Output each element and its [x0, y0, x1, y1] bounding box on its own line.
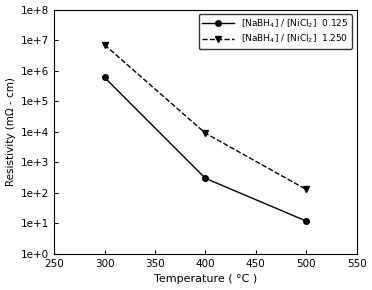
- [NaBH$_4$] / [NiCl$_2$]  0.125: [304, 219, 308, 223]
- [NaBH$_4$] / [NiCl$_2$]  1.250: [102, 43, 107, 47]
- [NaBH$_4$] / [NiCl$_2$]  0.125: [203, 177, 208, 180]
- [NaBH$_4$] / [NiCl$_2$]  0.125: [102, 76, 107, 79]
- [NaBH$_4$] / [NiCl$_2$]  1.250: [203, 131, 208, 135]
- Line: [NaBH$_4$] / [NiCl$_2$]  1.250: [NaBH$_4$] / [NiCl$_2$] 1.250: [101, 41, 310, 193]
- X-axis label: Temperature ( °C ): Temperature ( °C ): [154, 274, 257, 284]
- Line: [NaBH$_4$] / [NiCl$_2$]  0.125: [NaBH$_4$] / [NiCl$_2$] 0.125: [102, 75, 309, 224]
- Legend: [NaBH$_4$] / [NiCl$_2$]  0.125, [NaBH$_4$] / [NiCl$_2$]  1.250: [NaBH$_4$] / [NiCl$_2$] 0.125, [NaBH$_4$…: [199, 14, 352, 49]
- Y-axis label: Resistivity (mΩ - cm): Resistivity (mΩ - cm): [6, 77, 16, 186]
- [NaBH$_4$] / [NiCl$_2$]  1.250: [304, 188, 308, 191]
